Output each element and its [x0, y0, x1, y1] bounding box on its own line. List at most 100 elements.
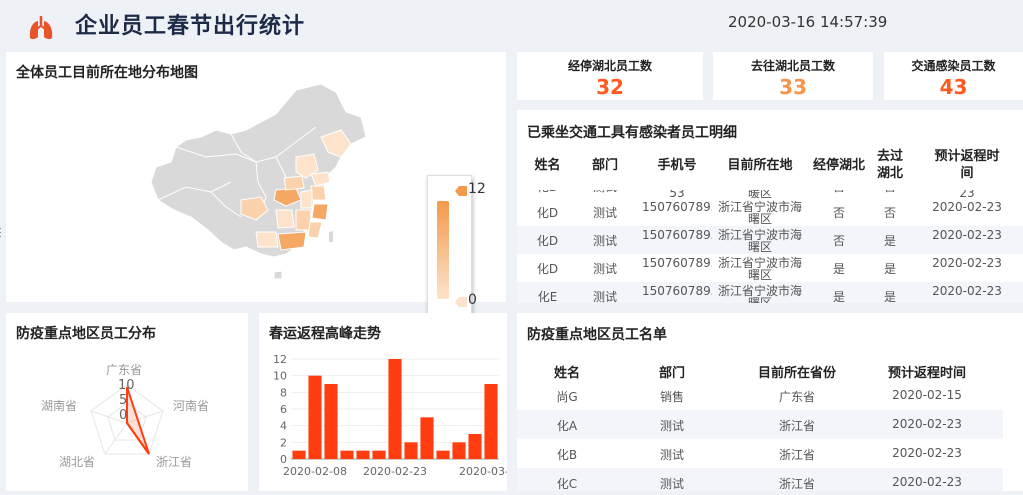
x-tick-label: 2020-02-23 — [363, 465, 427, 478]
stat-label: 去往湖北员工数 — [750, 59, 835, 73]
bar-2020-02-10[interactable] — [340, 450, 354, 459]
cell-visited: 否 — [875, 190, 905, 200]
bar-2020-02-07[interactable] — [292, 450, 306, 459]
cell-location: 浙江省宁波市海曙区 — [717, 256, 802, 282]
table-row[interactable]: 化D 测试 15076078954 浙江省宁波市海曙区 是 是 2020-02-… — [517, 254, 1023, 282]
cell-dept: 销售 — [659, 390, 684, 404]
stat-value: 43 — [939, 75, 968, 99]
cell-stopover: 否 — [832, 234, 845, 248]
detail-table-body[interactable]: 化D 测试 53 暖区 否 否 23 化D 测试 15076078954 浙江省… — [517, 190, 1023, 303]
cell-return: 2020-02-23 — [892, 417, 962, 431]
legend-max-label: 12 — [468, 181, 486, 197]
col-header-return: 预计返程时间 — [934, 149, 1000, 181]
y-tick-label: 6 — [280, 403, 287, 416]
bar-2020-02-09[interactable] — [324, 384, 338, 459]
keylist-panel-title: 防疫重点地区员工名单 — [527, 327, 667, 343]
table-row[interactable]: 化B 测试 浙江省 2020-02-23 — [517, 439, 1003, 468]
legend-max-handle-icon[interactable] — [455, 186, 467, 196]
lungs-logo-icon — [29, 16, 53, 40]
table-row-partial[interactable]: 化D 测试 53 暖区 否 否 23 — [517, 190, 1023, 200]
y-tick-label: 12 — [273, 353, 287, 366]
map-region-anhui — [300, 189, 313, 209]
china-distribution-map[interactable] — [146, 82, 396, 297]
bar-2020-02-14[interactable] — [404, 442, 418, 459]
bar-2020-02-16[interactable] — [436, 450, 450, 459]
table-row[interactable]: 化D 测试 15076078954 浙江省宁波市海曙区 否 是 2020-02-… — [517, 226, 1023, 254]
radar-tick-10: 10 — [118, 378, 135, 393]
cell-location: 浙江省宁波市海曙区 — [717, 284, 802, 303]
map-panel-title: 全体员工目前所在地分布地图 — [16, 65, 198, 81]
bar-2020-02-19[interactable] — [484, 384, 498, 459]
bar-panel-title: 春运返程高峰走势 — [269, 326, 381, 342]
cell-return: 2020-02-23 — [932, 256, 1002, 270]
stat-card-to-hubei: 去往湖北员工数 33 — [713, 52, 873, 100]
cell-return: 2020-02-23 — [892, 446, 962, 460]
map-region-taiwan — [329, 231, 333, 242]
cell-phone: 15076078954 — [642, 200, 712, 214]
table-row[interactable]: 化E 测试 15076078955 浙江省宁波市海曙区 是 是 2020-02-… — [517, 282, 1023, 303]
table-row[interactable]: 化C 测试 浙江省 2020-02-23 — [517, 468, 1003, 491]
cell-phone: 15076078954 — [642, 228, 712, 242]
key-region-radar-panel: 防疫重点地区员工分布 10 5 0 广东省 河南省 浙江省 湖北省 湖南省 — [6, 313, 248, 491]
table-row[interactable]: 化D 测试 15076078954 浙江省宁波市海曙区 否 否 2020-02-… — [517, 198, 1023, 226]
cell-return: 2020-02-23 — [932, 200, 1002, 214]
cell-location: 浙江省宁波市海曙区 — [717, 228, 802, 254]
radar-axis-zhejiang: 浙江省 — [156, 455, 192, 469]
map-region-jiangsu — [310, 185, 327, 201]
cell-visited: 是 — [883, 262, 896, 276]
stat-label: 经停湖北员工数 — [567, 59, 652, 73]
side-handle[interactable] — [0, 225, 2, 239]
page-title: 企业员工春节出行统计 — [75, 14, 306, 39]
keylist-table-header: 姓名 部门 目前所在省份 预计返程时间 — [517, 362, 1023, 382]
bar-2020-02-08[interactable] — [308, 375, 322, 459]
cell-name: 化D — [536, 206, 559, 220]
map-region-guangdong — [277, 231, 307, 251]
col-header-visited: 去过湖北 — [876, 149, 903, 181]
map-region-hunan — [275, 209, 295, 229]
map-legend[interactable]: 12 0 — [427, 175, 486, 323]
cell-name: 化D — [536, 234, 559, 248]
bar-2020-02-18[interactable] — [468, 434, 482, 459]
bar-2020-02-17[interactable] — [452, 442, 466, 459]
bar-2020-02-15[interactable] — [420, 417, 434, 459]
cell-province: 浙江省 — [778, 419, 815, 433]
y-tick-label: 8 — [280, 386, 287, 399]
return-peak-bar-chart[interactable]: 0 2 4 6 8 10 12 2020-02-08 2020-02-23 2020-03-26 — [259, 349, 507, 489]
cell-phone: 15076078955 — [642, 284, 712, 298]
bar-2020-02-12[interactable] — [372, 450, 386, 459]
map-region-guangxi — [255, 231, 279, 248]
radar-panel-title: 防疫重点地区员工分布 — [16, 326, 156, 342]
stat-card-transport-infected: 交通感染员工数 43 — [884, 52, 1023, 100]
bar-2020-02-11[interactable] — [356, 450, 370, 459]
y-tick-label: 10 — [273, 370, 287, 383]
map-region-sichuan — [240, 196, 269, 221]
cell-name: 尚G — [556, 390, 578, 404]
cell-location: 暖区 — [747, 190, 772, 200]
detail-table-header: 姓名 部门 手机号 目前所在地 经停湖北 去过湖北 预计返程时间 — [517, 148, 1023, 188]
table-row[interactable]: 化A 测试 浙江省 2020-02-23 — [517, 410, 1003, 439]
cell-phone: 53 — [669, 190, 685, 200]
col-header-dept: 部门 — [591, 158, 618, 173]
cell-visited: 是 — [883, 234, 896, 248]
cell-province: 广东省 — [778, 390, 815, 404]
infected-transport-detail-panel: 已乘坐交通工具有感染者员工明细 姓名 部门 手机号 目前所在地 经停湖北 去过湖… — [517, 110, 1023, 303]
legend-gradient-bar[interactable] — [437, 201, 449, 299]
map-region-jiangxi — [295, 209, 312, 231]
cell-dept: 测试 — [592, 290, 617, 303]
cell-stopover: 否 — [808, 190, 870, 200]
map-region-hainan — [273, 270, 283, 280]
radar-chart[interactable]: 10 5 0 广东省 河南省 浙江省 湖北省 湖南省 — [6, 341, 248, 491]
y-tick-label: 2 — [280, 436, 287, 449]
detail-panel-title: 已乘坐交通工具有感染者员工明细 — [527, 125, 737, 141]
legend-min-handle-icon[interactable] — [455, 297, 467, 307]
cell-stopover: 否 — [832, 206, 845, 220]
cell-province: 浙江省 — [778, 477, 815, 491]
cell-dept: 测试 — [592, 206, 617, 220]
table-row[interactable]: 尚G 销售 广东省 2020-02-15 — [517, 381, 1003, 410]
cell-name: 化D — [525, 190, 570, 200]
cell-return: 2020-02-23 — [892, 475, 962, 489]
cell-stopover: 是 — [832, 290, 845, 303]
stat-card-stopover-hubei: 经停湖北员工数 32 — [517, 52, 703, 100]
bar-2020-02-13[interactable] — [388, 359, 402, 459]
cell-dept: 测试 — [659, 477, 684, 491]
